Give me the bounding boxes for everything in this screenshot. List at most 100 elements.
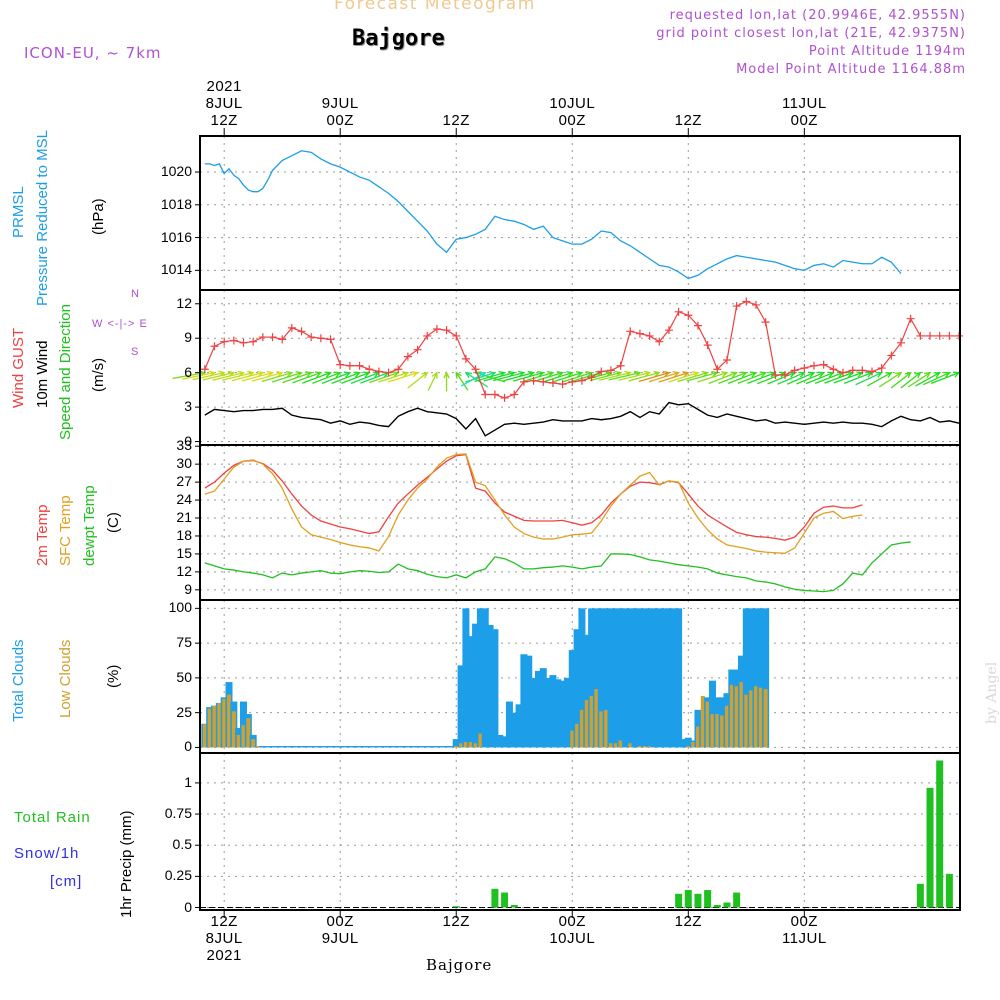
total-clouds-bar — [670, 608, 678, 748]
credit-watermark: by Angel — [984, 661, 1000, 724]
wind-arrow-head — [546, 371, 555, 378]
total-clouds-bar — [588, 608, 596, 748]
total-clouds-bar — [336, 746, 344, 748]
wind-arrow-head — [537, 370, 545, 378]
rain-bar — [733, 892, 741, 908]
total-clouds-bar — [636, 608, 644, 748]
wind-gust-marker — [703, 341, 712, 350]
wind-direction-arrow — [378, 372, 409, 383]
low-clouds-bar — [753, 686, 758, 748]
wind-direction-arrow — [767, 372, 795, 385]
wind-gust-marker — [635, 329, 644, 338]
low-clouds-bar — [454, 746, 459, 748]
wind-direction-arrow — [786, 372, 815, 385]
wind-arrow-head — [923, 371, 932, 379]
wind-direction-arrow — [915, 372, 941, 387]
wind-gust-marker — [819, 360, 828, 369]
wind-direction-arrow — [407, 372, 428, 389]
low-clouds-bar — [739, 682, 744, 748]
total-clouds-bar — [626, 608, 634, 748]
wind-direction-arrow — [589, 372, 621, 382]
low-clouds-bar — [608, 743, 613, 748]
chart-title: Forecast Meteogram — [334, 0, 536, 14]
wind-direction-arrow — [483, 372, 515, 382]
low-clouds-bar — [691, 741, 696, 748]
wind-arrow-head — [885, 371, 893, 378]
low-clouds-bar — [599, 711, 604, 748]
wind-gust-marker — [268, 333, 277, 342]
total-clouds-bar — [539, 668, 547, 748]
footer-location: Bajgore — [426, 956, 493, 974]
wind-gust-marker — [471, 365, 480, 374]
low-clouds-bar — [749, 690, 754, 748]
wind-gust-marker — [751, 300, 760, 309]
pressure-y-tick-label: 1020 — [160, 163, 192, 180]
wind-arrow-head — [720, 371, 729, 378]
total-clouds-bar — [602, 608, 610, 748]
total-clouds-bar — [665, 608, 673, 748]
total-clouds-bar — [592, 608, 600, 748]
wind-gust-marker — [713, 365, 722, 374]
total-clouds-bar — [520, 654, 528, 748]
top-time-label: 12Z — [442, 112, 470, 129]
total-clouds-bar — [762, 608, 770, 748]
rain-bar — [926, 787, 934, 908]
wind-gust-marker — [926, 331, 935, 340]
wind-gust-marker — [394, 365, 403, 374]
total-clouds-bar — [273, 746, 281, 748]
rain-bar — [684, 890, 692, 908]
low-clouds-bar — [715, 714, 720, 748]
low-clouds-bar — [724, 705, 729, 748]
total-clouds-bar — [240, 701, 248, 748]
low-clouds-bar — [604, 709, 609, 748]
wind-gust-marker — [326, 335, 335, 344]
wind-arrow-head — [314, 371, 323, 378]
pressure-frame — [199, 135, 961, 291]
location-name: Bajgore — [352, 26, 445, 51]
wind-arrow-head — [575, 371, 584, 378]
total-clouds-bar — [317, 746, 325, 748]
wind-gust-marker — [336, 360, 345, 369]
total-clouds-bar — [404, 746, 412, 748]
wind-gust-marker — [345, 361, 354, 370]
low-clouds-bar — [202, 723, 207, 748]
requested-coords: requested lon,lat (20.9946E, 42.9555N) — [669, 8, 966, 23]
wind-direction-arrow — [341, 372, 370, 384]
low-clouds-bar — [637, 746, 642, 748]
temperature-frame — [199, 444, 961, 601]
low-clouds-bar — [570, 730, 575, 748]
wind-direction-arrow — [302, 372, 331, 384]
precip-y-tick-label: 0.75 — [164, 805, 192, 822]
total-clouds-bar — [351, 746, 359, 748]
total-clouds-bar — [597, 608, 605, 748]
wind-gust-marker — [800, 364, 809, 373]
wind-direction-arrow — [747, 372, 776, 384]
wind-direction-arrow — [241, 372, 273, 382]
total-clouds-bar — [549, 675, 557, 748]
total-clouds-bar — [331, 746, 339, 748]
bottom-time-label: 12Z — [674, 913, 702, 930]
total-clouds-bar — [563, 677, 571, 748]
wind-gust-marker — [229, 336, 238, 345]
total-clouds-bar — [472, 623, 480, 748]
temperature-panel — [195, 444, 961, 601]
total-clouds-bar — [307, 746, 315, 748]
total-clouds-bar — [486, 625, 494, 748]
wind-direction-arrow — [796, 372, 824, 385]
temperature-y-tick-label: 21 — [176, 509, 192, 525]
wind-gust-marker — [200, 365, 209, 374]
pressure-y-tick-label: 1014 — [160, 261, 192, 278]
low-clouds-bar — [744, 694, 749, 748]
low-clouds-bar — [575, 723, 580, 748]
total-clouds-bar — [607, 608, 615, 748]
wind-arrow-head — [247, 370, 255, 377]
wind-gust-marker — [403, 352, 412, 361]
wind-gust-marker — [732, 302, 741, 311]
low-clouds-bar — [594, 689, 599, 748]
wind-direction-arrow — [608, 372, 641, 381]
wind-arrow-head — [276, 370, 284, 378]
wind-gust-marker — [790, 366, 799, 375]
total-clouds-bar — [505, 701, 513, 748]
